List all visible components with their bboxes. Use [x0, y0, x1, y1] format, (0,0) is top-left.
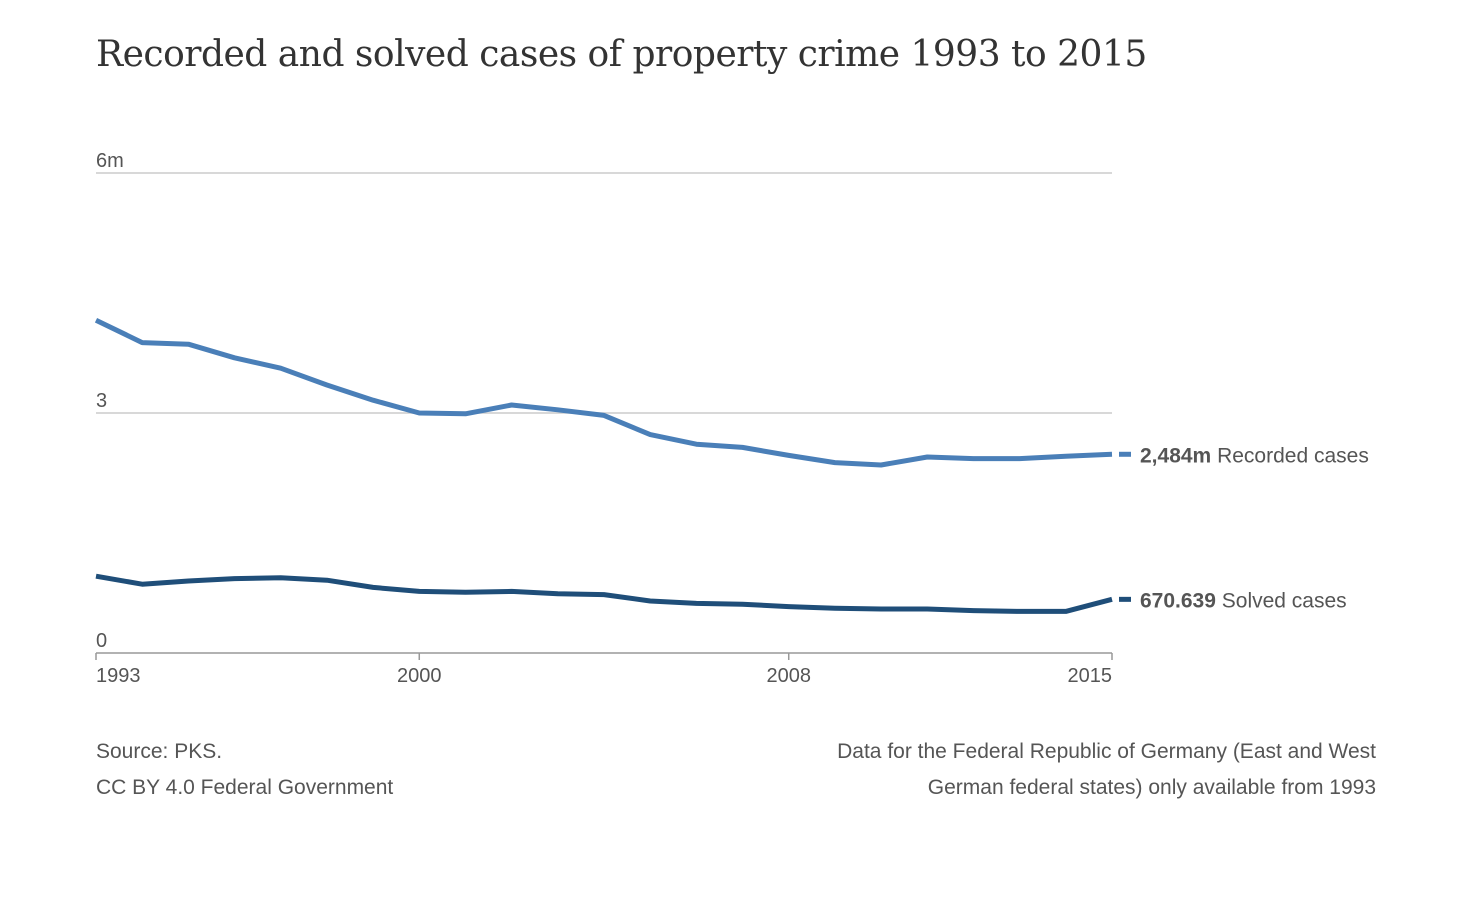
x-axis: 1993 2000 2008 2015	[95, 652, 1113, 687]
y-tick-label: 0	[96, 630, 107, 652]
source-text: Source: PKS.	[96, 740, 223, 763]
recorded-cases-line	[94, 317, 1113, 468]
recorded-cases-series-name: Recorded cases	[1211, 444, 1369, 467]
x-tick-label: 2008	[766, 665, 811, 687]
note-block: Data for the Federal Republic of Germany…	[837, 734, 1376, 806]
y-tick-label: 3	[96, 390, 107, 412]
y-tick-labels: 0 3 6m	[96, 150, 124, 652]
solved-cases-series-name: Solved cases	[1216, 589, 1347, 612]
source-block: Source: PKS. CC BY 4.0 Federal Governmen…	[96, 734, 393, 806]
series-lines	[94, 317, 1113, 614]
recorded-cases-end-value: 2,484m	[1140, 444, 1211, 467]
note-line-2: German federal states) only available fr…	[927, 776, 1376, 799]
note-line-1: Data for the Federal Republic of Germany…	[837, 740, 1376, 763]
x-tick-label: 2015	[1068, 665, 1113, 687]
solved-cases-end-label: 670.639 Solved cases	[1140, 589, 1347, 612]
y-tick-label: 6m	[96, 150, 124, 172]
x-tick-label: 2000	[397, 665, 442, 687]
x-tick-label: 1993	[96, 665, 141, 687]
recorded-cases-end-label: 2,484m Recorded cases	[1140, 444, 1369, 467]
chart-title: Recorded and solved cases of property cr…	[96, 34, 1147, 75]
solved-cases-end-value: 670.639	[1140, 589, 1216, 612]
gridlines	[96, 172, 1112, 414]
series-end-labels: 2,484m Recorded cases 670.639 Solved case…	[1119, 444, 1369, 612]
solved-cases-line	[95, 573, 1113, 614]
license-text: CC BY 4.0 Federal Government	[96, 776, 394, 799]
